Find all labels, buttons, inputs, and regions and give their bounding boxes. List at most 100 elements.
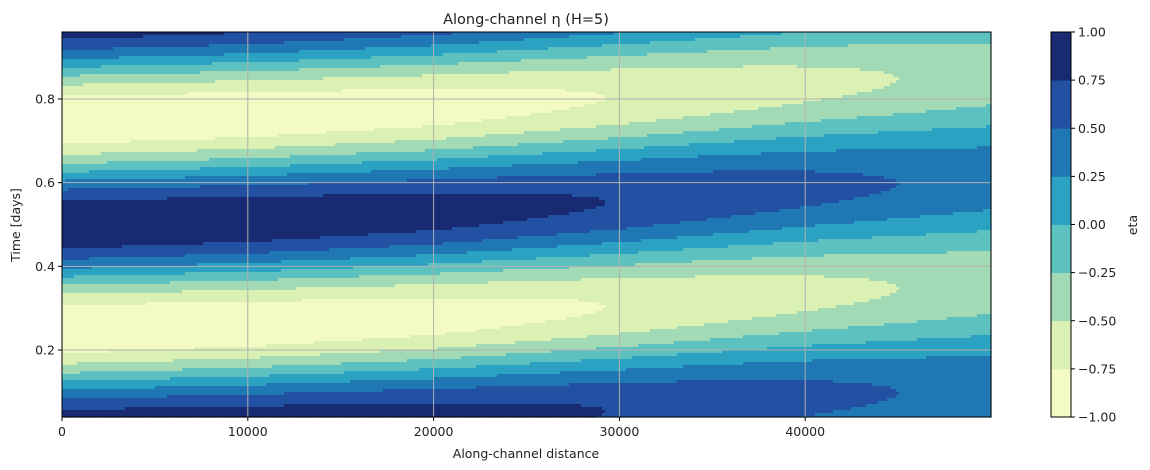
contour-cell xyxy=(533,32,537,36)
contour-cell xyxy=(197,47,201,51)
contour-cell xyxy=(119,47,123,51)
contour-cell xyxy=(506,32,510,36)
contour-cell xyxy=(770,35,774,39)
contour-cell xyxy=(605,35,609,39)
contour-cell xyxy=(827,32,831,36)
contour-cell xyxy=(623,38,627,42)
contour-cell xyxy=(329,38,333,42)
contour-cell xyxy=(359,35,363,39)
contour-cell xyxy=(440,38,444,42)
contour-cell xyxy=(236,47,240,51)
contour-cell xyxy=(344,35,348,39)
contour-cell xyxy=(296,44,300,48)
contour-cell xyxy=(185,41,189,45)
contour-cell xyxy=(377,32,381,36)
contour-cell xyxy=(878,41,882,45)
contour-cell xyxy=(62,38,66,42)
contour-cell xyxy=(845,32,849,36)
contour-cell xyxy=(452,32,456,36)
contour-cell xyxy=(854,38,858,42)
contour-cell xyxy=(140,41,144,45)
contour-cell xyxy=(560,44,564,48)
contour-cell xyxy=(914,38,918,42)
contour-cell xyxy=(317,35,321,39)
contour-cell xyxy=(386,47,390,51)
contour-cell xyxy=(674,44,678,48)
contour-cell xyxy=(419,32,423,36)
contour-cell xyxy=(485,44,489,48)
contour-cell xyxy=(632,35,636,39)
contour-cell xyxy=(914,41,918,45)
contour-cell xyxy=(311,44,315,48)
contour-cell xyxy=(863,32,867,36)
contour-cell xyxy=(968,35,972,39)
contour-cell xyxy=(170,44,174,48)
contour-cell xyxy=(818,35,822,39)
contour-cell xyxy=(788,38,792,42)
contour-cell xyxy=(854,41,858,45)
contour-cell xyxy=(245,47,249,51)
contour-cell xyxy=(200,41,204,45)
contour-cell xyxy=(275,47,279,51)
contour-cell xyxy=(503,41,507,45)
contour-cell xyxy=(344,47,348,51)
contour-cell xyxy=(665,41,669,45)
contour-cell xyxy=(146,32,150,36)
contour-cell xyxy=(404,41,408,45)
contour-cell xyxy=(218,44,222,48)
contour-cell xyxy=(485,47,489,51)
contour-cell xyxy=(416,35,420,39)
contour-cell xyxy=(989,32,992,36)
contour-cell xyxy=(455,47,459,51)
contour-cell xyxy=(215,41,219,45)
contour-cell xyxy=(287,44,291,48)
contour-cell xyxy=(389,35,393,39)
contour-cell xyxy=(137,32,141,36)
contour-cell xyxy=(338,47,342,51)
contour-cell xyxy=(182,32,186,36)
contour-cell xyxy=(857,38,861,42)
contour-cell xyxy=(845,35,849,39)
contour-cell xyxy=(479,41,483,45)
contour-cell xyxy=(692,41,696,45)
contour-cell xyxy=(734,35,738,39)
contour-cell xyxy=(782,41,786,45)
contour-cell xyxy=(935,38,939,42)
contour-cell xyxy=(812,35,816,39)
contour-cell xyxy=(806,32,810,36)
contour-cell xyxy=(680,32,684,36)
contour-cell xyxy=(893,38,897,42)
contour-cell xyxy=(599,35,603,39)
contour-cell xyxy=(269,44,273,48)
contour-cell xyxy=(422,47,426,51)
contour-cell xyxy=(413,47,417,51)
contour-cell xyxy=(734,32,738,36)
contour-cell xyxy=(308,41,312,45)
contour-cell xyxy=(944,35,948,39)
contour-cell xyxy=(173,38,177,42)
contour-cell xyxy=(260,47,264,51)
contour-cell xyxy=(491,41,495,45)
contour-cell xyxy=(332,41,336,45)
contour-cell xyxy=(521,38,525,42)
contour-cell xyxy=(458,35,462,39)
contour-cell xyxy=(962,35,966,39)
contour-cell xyxy=(428,41,432,45)
contour-cell xyxy=(404,35,408,39)
contour-cell xyxy=(881,35,885,39)
contour-cell xyxy=(167,38,171,42)
contour-cell xyxy=(920,35,924,39)
contour-cell xyxy=(92,47,96,51)
contour-cell xyxy=(74,38,78,42)
contour-cell xyxy=(824,41,828,45)
contour-cell xyxy=(662,32,666,36)
contour-cell xyxy=(200,47,204,51)
contour-cell xyxy=(206,35,210,39)
contour-cell xyxy=(260,32,264,36)
contour-cell xyxy=(245,38,249,42)
contour-cell xyxy=(965,32,969,36)
contour-cell xyxy=(377,35,381,39)
contour-cell xyxy=(557,35,561,39)
contour-cell xyxy=(143,44,147,48)
contour-cell xyxy=(851,41,855,45)
